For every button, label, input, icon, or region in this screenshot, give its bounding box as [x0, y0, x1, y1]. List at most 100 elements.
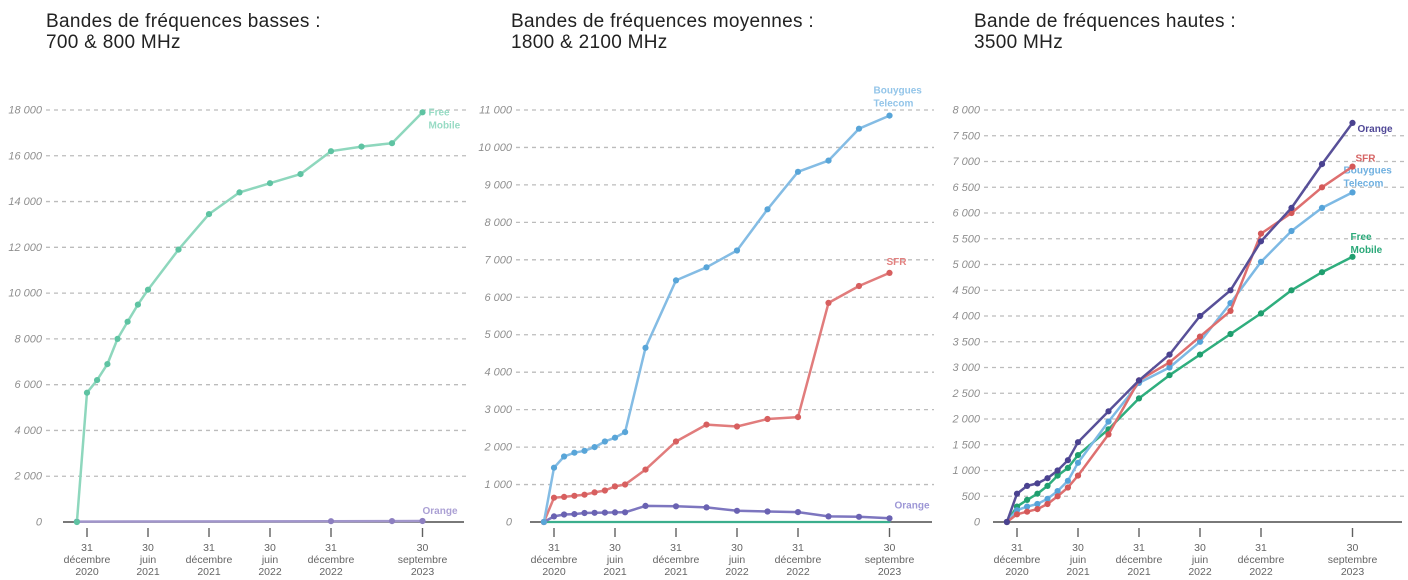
- data-point-marker: [266, 180, 274, 187]
- y-tick-label: 6 000: [14, 379, 42, 391]
- y-tick-label: 500: [962, 491, 981, 503]
- y-tick-label: 14 000: [8, 196, 43, 208]
- data-point-marker: [601, 438, 608, 445]
- x-tick-label: septembre: [865, 554, 915, 566]
- data-point-marker: [104, 361, 111, 368]
- data-point-marker: [571, 449, 578, 456]
- y-tick-label: 7 000: [952, 156, 980, 168]
- chart-low-bands: Bandes de fréquences basses : 700 & 800 …: [0, 0, 470, 580]
- data-point-marker: [591, 489, 598, 496]
- data-point-marker: [601, 509, 608, 516]
- data-point-marker: [1135, 395, 1143, 402]
- data-point-marker: [114, 335, 121, 342]
- data-point-marker: [1034, 500, 1041, 508]
- series-label: Bouygues: [874, 86, 923, 97]
- chart-canvas-low-bands: 18 000 16 000 14 000 12 000 10 000 8 000 6 000…: [8, 105, 466, 578]
- x-tick-label: 31: [203, 542, 215, 554]
- y-tick-label: 2 000: [951, 414, 980, 426]
- chart-title-line: 700 & 800 MHz: [46, 32, 181, 53]
- series-orange: Orange: [1003, 119, 1393, 526]
- y-tick-label: 10 000: [478, 142, 513, 154]
- data-point-marker: [1196, 338, 1204, 345]
- series-sfr: SFR: [540, 257, 907, 526]
- x-tick-label: 30: [264, 542, 276, 554]
- data-point-marker: [825, 299, 832, 306]
- y-tick-label: 3 500: [952, 336, 980, 348]
- data-point-marker: [1318, 269, 1326, 276]
- y-tick-label: 0: [36, 517, 43, 529]
- chart-title-line: Bandes de fréquences basses :: [46, 11, 321, 32]
- chart-canvas-mid-bands: 11 000 10 000 9 000 8 000 7 000 6 000 5 000 4 0…: [478, 86, 934, 578]
- data-point-marker: [571, 510, 578, 518]
- x-tick-label: 2023: [411, 566, 435, 578]
- data-point-marker: [601, 487, 608, 494]
- data-point-marker: [550, 513, 558, 520]
- data-point-marker: [622, 509, 629, 516]
- data-point-marker: [672, 438, 680, 445]
- data-point-marker: [571, 492, 578, 499]
- data-point-marker: [205, 211, 213, 218]
- data-point-marker: [1074, 459, 1082, 466]
- data-point-marker: [1166, 364, 1173, 371]
- data-point-marker: [561, 453, 568, 460]
- x-tick-label: 30: [417, 542, 429, 554]
- x-tick-label: décembre: [1238, 554, 1285, 566]
- data-point-marker: [1024, 496, 1031, 503]
- x-tick-label: 31: [792, 542, 804, 554]
- y-tick-label: 12 000: [8, 242, 43, 254]
- series-label: Bouygues: [1344, 165, 1393, 176]
- data-point-marker: [1166, 372, 1173, 379]
- series-label: Mobile: [1351, 245, 1383, 256]
- data-point-marker: [1054, 488, 1061, 495]
- x-tick-label: 2021: [664, 566, 688, 578]
- data-point-marker: [550, 494, 558, 501]
- data-point-marker: [1074, 439, 1082, 446]
- data-point-marker: [794, 508, 802, 516]
- y-tick-label: 11 000: [479, 105, 513, 117]
- y-tick-label: 7 000: [484, 254, 512, 266]
- data-point-marker: [561, 493, 568, 500]
- chart-title-line: 1800 & 2100 MHz: [511, 32, 668, 53]
- data-point-marker: [83, 389, 91, 396]
- data-point-marker: [236, 189, 243, 196]
- data-point-marker: [794, 168, 802, 175]
- series-free-mobile: Free Mobile: [73, 107, 461, 526]
- x-axis-ticks: 31décembre202030juin202131décembre202130…: [531, 528, 915, 578]
- data-point-marker: [611, 483, 619, 490]
- data-point-marker: [825, 157, 832, 164]
- data-point-marker: [703, 264, 710, 271]
- x-tick-label: décembre: [64, 554, 111, 566]
- x-tick-label: 2022: [319, 566, 343, 578]
- x-tick-label: juin: [1191, 554, 1209, 566]
- x-tick-label: 31: [1011, 542, 1023, 554]
- x-tick-label: 2023: [878, 566, 902, 578]
- data-point-marker: [886, 112, 893, 119]
- chart-high-band: Bande de fréquences hautes : 3500 MHz 8 …: [938, 0, 1408, 580]
- x-tick-label: 2021: [603, 566, 627, 578]
- data-point-marker: [703, 421, 710, 428]
- x-tick-label: 31: [548, 542, 560, 554]
- data-point-marker: [144, 286, 152, 293]
- x-tick-label: 2020: [75, 566, 99, 578]
- data-point-marker: [1054, 472, 1061, 479]
- data-point-marker: [1166, 351, 1173, 358]
- data-point-marker: [1135, 377, 1143, 384]
- chart-title-mid-bands: Bandes de fréquences moyennes : 1800 & 2…: [470, 11, 814, 53]
- x-tick-label: 30: [731, 542, 743, 554]
- data-point-marker: [764, 508, 771, 515]
- data-point-marker: [591, 444, 598, 451]
- data-point-marker: [642, 466, 649, 473]
- x-tick-label: décembre: [994, 554, 1041, 566]
- data-point-marker: [1054, 493, 1061, 500]
- y-tick-label: 10 000: [8, 288, 43, 300]
- data-point-marker: [388, 518, 396, 525]
- data-point-marker: [175, 246, 182, 253]
- data-point-marker: [764, 415, 771, 423]
- x-tick-label: septembre: [1328, 554, 1378, 566]
- series-label: Free: [1351, 232, 1373, 243]
- chart-title-line: Bandes de fréquences moyennes :: [511, 11, 814, 32]
- chart-title-line: Bande de fréquences hautes :: [974, 11, 1236, 32]
- data-point-marker: [855, 513, 863, 520]
- series-label: Free: [429, 107, 451, 118]
